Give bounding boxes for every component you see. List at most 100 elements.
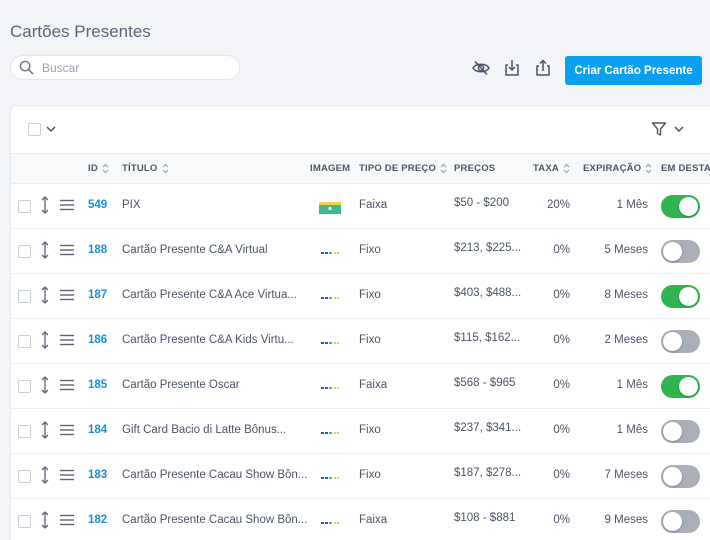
table-row: 187 Cartão Presente C&A Ace Virtua... Fi… <box>11 274 710 319</box>
row-id[interactable]: 549 <box>88 199 108 211</box>
move-icon[interactable] <box>40 330 50 350</box>
row-expiration: 2 Meses <box>604 334 648 346</box>
row-price-type: Fixo <box>359 334 381 346</box>
row-prices: $115, $162... <box>454 332 521 344</box>
column-header-title[interactable]: TÍTULO <box>122 163 169 174</box>
row-checkbox[interactable] <box>18 515 31 528</box>
row-title: Cartão Presente C&A Kids Virtu... <box>122 334 294 346</box>
featured-toggle[interactable] <box>661 465 700 488</box>
toggle-knob <box>663 467 682 486</box>
row-image <box>319 336 341 348</box>
drag-handle-icon[interactable] <box>60 244 74 256</box>
column-header-image: IMAGEM <box>310 163 351 174</box>
row-id[interactable]: 183 <box>88 469 108 481</box>
row-id[interactable]: 188 <box>88 244 108 256</box>
column-header-expiration[interactable]: EXPIRAÇÃO <box>583 163 652 174</box>
row-checkbox[interactable] <box>18 200 31 213</box>
row-id[interactable]: 186 <box>88 334 108 346</box>
toggle-knob <box>663 512 682 531</box>
row-image <box>319 426 341 438</box>
featured-toggle[interactable] <box>661 195 700 218</box>
move-icon[interactable] <box>40 240 50 260</box>
row-expiration: 9 Meses <box>604 514 648 526</box>
select-all-checkbox[interactable] <box>28 123 41 136</box>
move-icon[interactable] <box>40 195 50 215</box>
gift-cards-table-card: ID TÍTULO IMAGEM TIPO DE PREÇO PREÇOS TA… <box>10 105 710 540</box>
move-icon[interactable] <box>40 285 50 305</box>
row-expiration: 7 Meses <box>604 469 648 481</box>
sort-icon <box>563 163 570 174</box>
row-expiration: 1 Mês <box>616 424 648 436</box>
move-icon[interactable] <box>40 420 50 440</box>
row-title: Cartão Presente Oscar <box>122 379 240 391</box>
row-price-type: Faixa <box>359 514 388 526</box>
column-header-fee[interactable]: TAXA <box>533 163 570 174</box>
drag-handle-icon[interactable] <box>60 514 74 526</box>
featured-toggle[interactable] <box>661 510 700 533</box>
drag-handle-icon[interactable] <box>60 469 74 481</box>
chevron-down-icon[interactable] <box>46 126 56 133</box>
move-icon[interactable] <box>40 510 50 530</box>
drag-handle-icon[interactable] <box>60 289 74 301</box>
row-expiration: 1 Mês <box>616 379 648 391</box>
row-fee: 0% <box>553 289 570 301</box>
row-expiration: 5 Meses <box>604 244 648 256</box>
row-prices: $237, $341... <box>454 422 522 434</box>
column-header-id[interactable]: ID <box>88 163 109 174</box>
drag-handle-icon[interactable] <box>60 199 74 211</box>
sort-icon <box>102 163 109 174</box>
download-icon[interactable] <box>501 57 523 79</box>
search-box[interactable] <box>10 55 240 80</box>
toggle-knob <box>663 332 682 351</box>
sort-icon <box>440 163 447 174</box>
row-id[interactable]: 187 <box>88 289 108 301</box>
row-price-type: Fixo <box>359 244 381 256</box>
table-header: ID TÍTULO IMAGEM TIPO DE PREÇO PREÇOS TA… <box>11 154 710 184</box>
table-row: 185 Cartão Presente Oscar Faixa $568 - $… <box>11 364 710 409</box>
featured-toggle[interactable] <box>661 375 700 398</box>
filter-chevron-down-icon[interactable] <box>674 126 684 133</box>
share-icon[interactable] <box>532 57 554 79</box>
row-prices: $568 - $965 <box>454 377 516 389</box>
row-fee: 20% <box>546 199 570 211</box>
move-icon[interactable] <box>40 375 50 395</box>
hide-icon[interactable] <box>470 57 492 79</box>
drag-handle-icon[interactable] <box>60 334 74 346</box>
row-price-type: Faixa <box>359 199 388 211</box>
search-icon <box>19 60 34 75</box>
row-prices: $108 - $881 <box>454 512 516 524</box>
table-row: 549 PIX Faixa $50 - $200 20% 1 Mês <box>11 184 710 229</box>
search-input[interactable] <box>42 60 222 75</box>
row-checkbox[interactable] <box>18 470 31 483</box>
featured-toggle[interactable] <box>661 330 700 353</box>
filter-icon[interactable] <box>651 121 667 137</box>
row-id[interactable]: 184 <box>88 424 108 436</box>
row-id[interactable]: 182 <box>88 514 108 526</box>
row-checkbox[interactable] <box>18 245 31 258</box>
column-header-featured: EM DESTA <box>661 163 710 174</box>
featured-toggle[interactable] <box>661 240 700 263</box>
row-checkbox[interactable] <box>18 380 31 393</box>
table-row: 184 Gift Card Bacio di Latte Bônus... Fi… <box>11 409 710 454</box>
row-price-type: Fixo <box>359 289 381 301</box>
row-checkbox[interactable] <box>18 335 31 348</box>
row-checkbox[interactable] <box>18 425 31 438</box>
table-row: 186 Cartão Presente C&A Kids Virtu... Fi… <box>11 319 710 364</box>
row-image <box>319 516 341 528</box>
toggle-knob <box>679 377 698 396</box>
featured-toggle[interactable] <box>661 420 700 443</box>
featured-toggle[interactable] <box>661 285 700 308</box>
drag-handle-icon[interactable] <box>60 379 74 391</box>
row-id[interactable]: 185 <box>88 379 108 391</box>
row-title: Gift Card Bacio di Latte Bônus... <box>122 424 287 436</box>
row-checkbox[interactable] <box>18 290 31 303</box>
row-fee: 0% <box>553 424 570 436</box>
create-gift-card-button[interactable]: Criar Cartão Presente <box>565 56 702 85</box>
drag-handle-icon[interactable] <box>60 424 74 436</box>
row-expiration: 8 Meses <box>604 289 648 301</box>
row-image <box>319 291 341 303</box>
move-icon[interactable] <box>40 465 50 485</box>
column-header-price-type[interactable]: TIPO DE PREÇO <box>359 163 447 174</box>
row-title: Cartão Presente Cacau Show Bôn... <box>122 469 308 481</box>
row-fee: 0% <box>553 514 570 526</box>
